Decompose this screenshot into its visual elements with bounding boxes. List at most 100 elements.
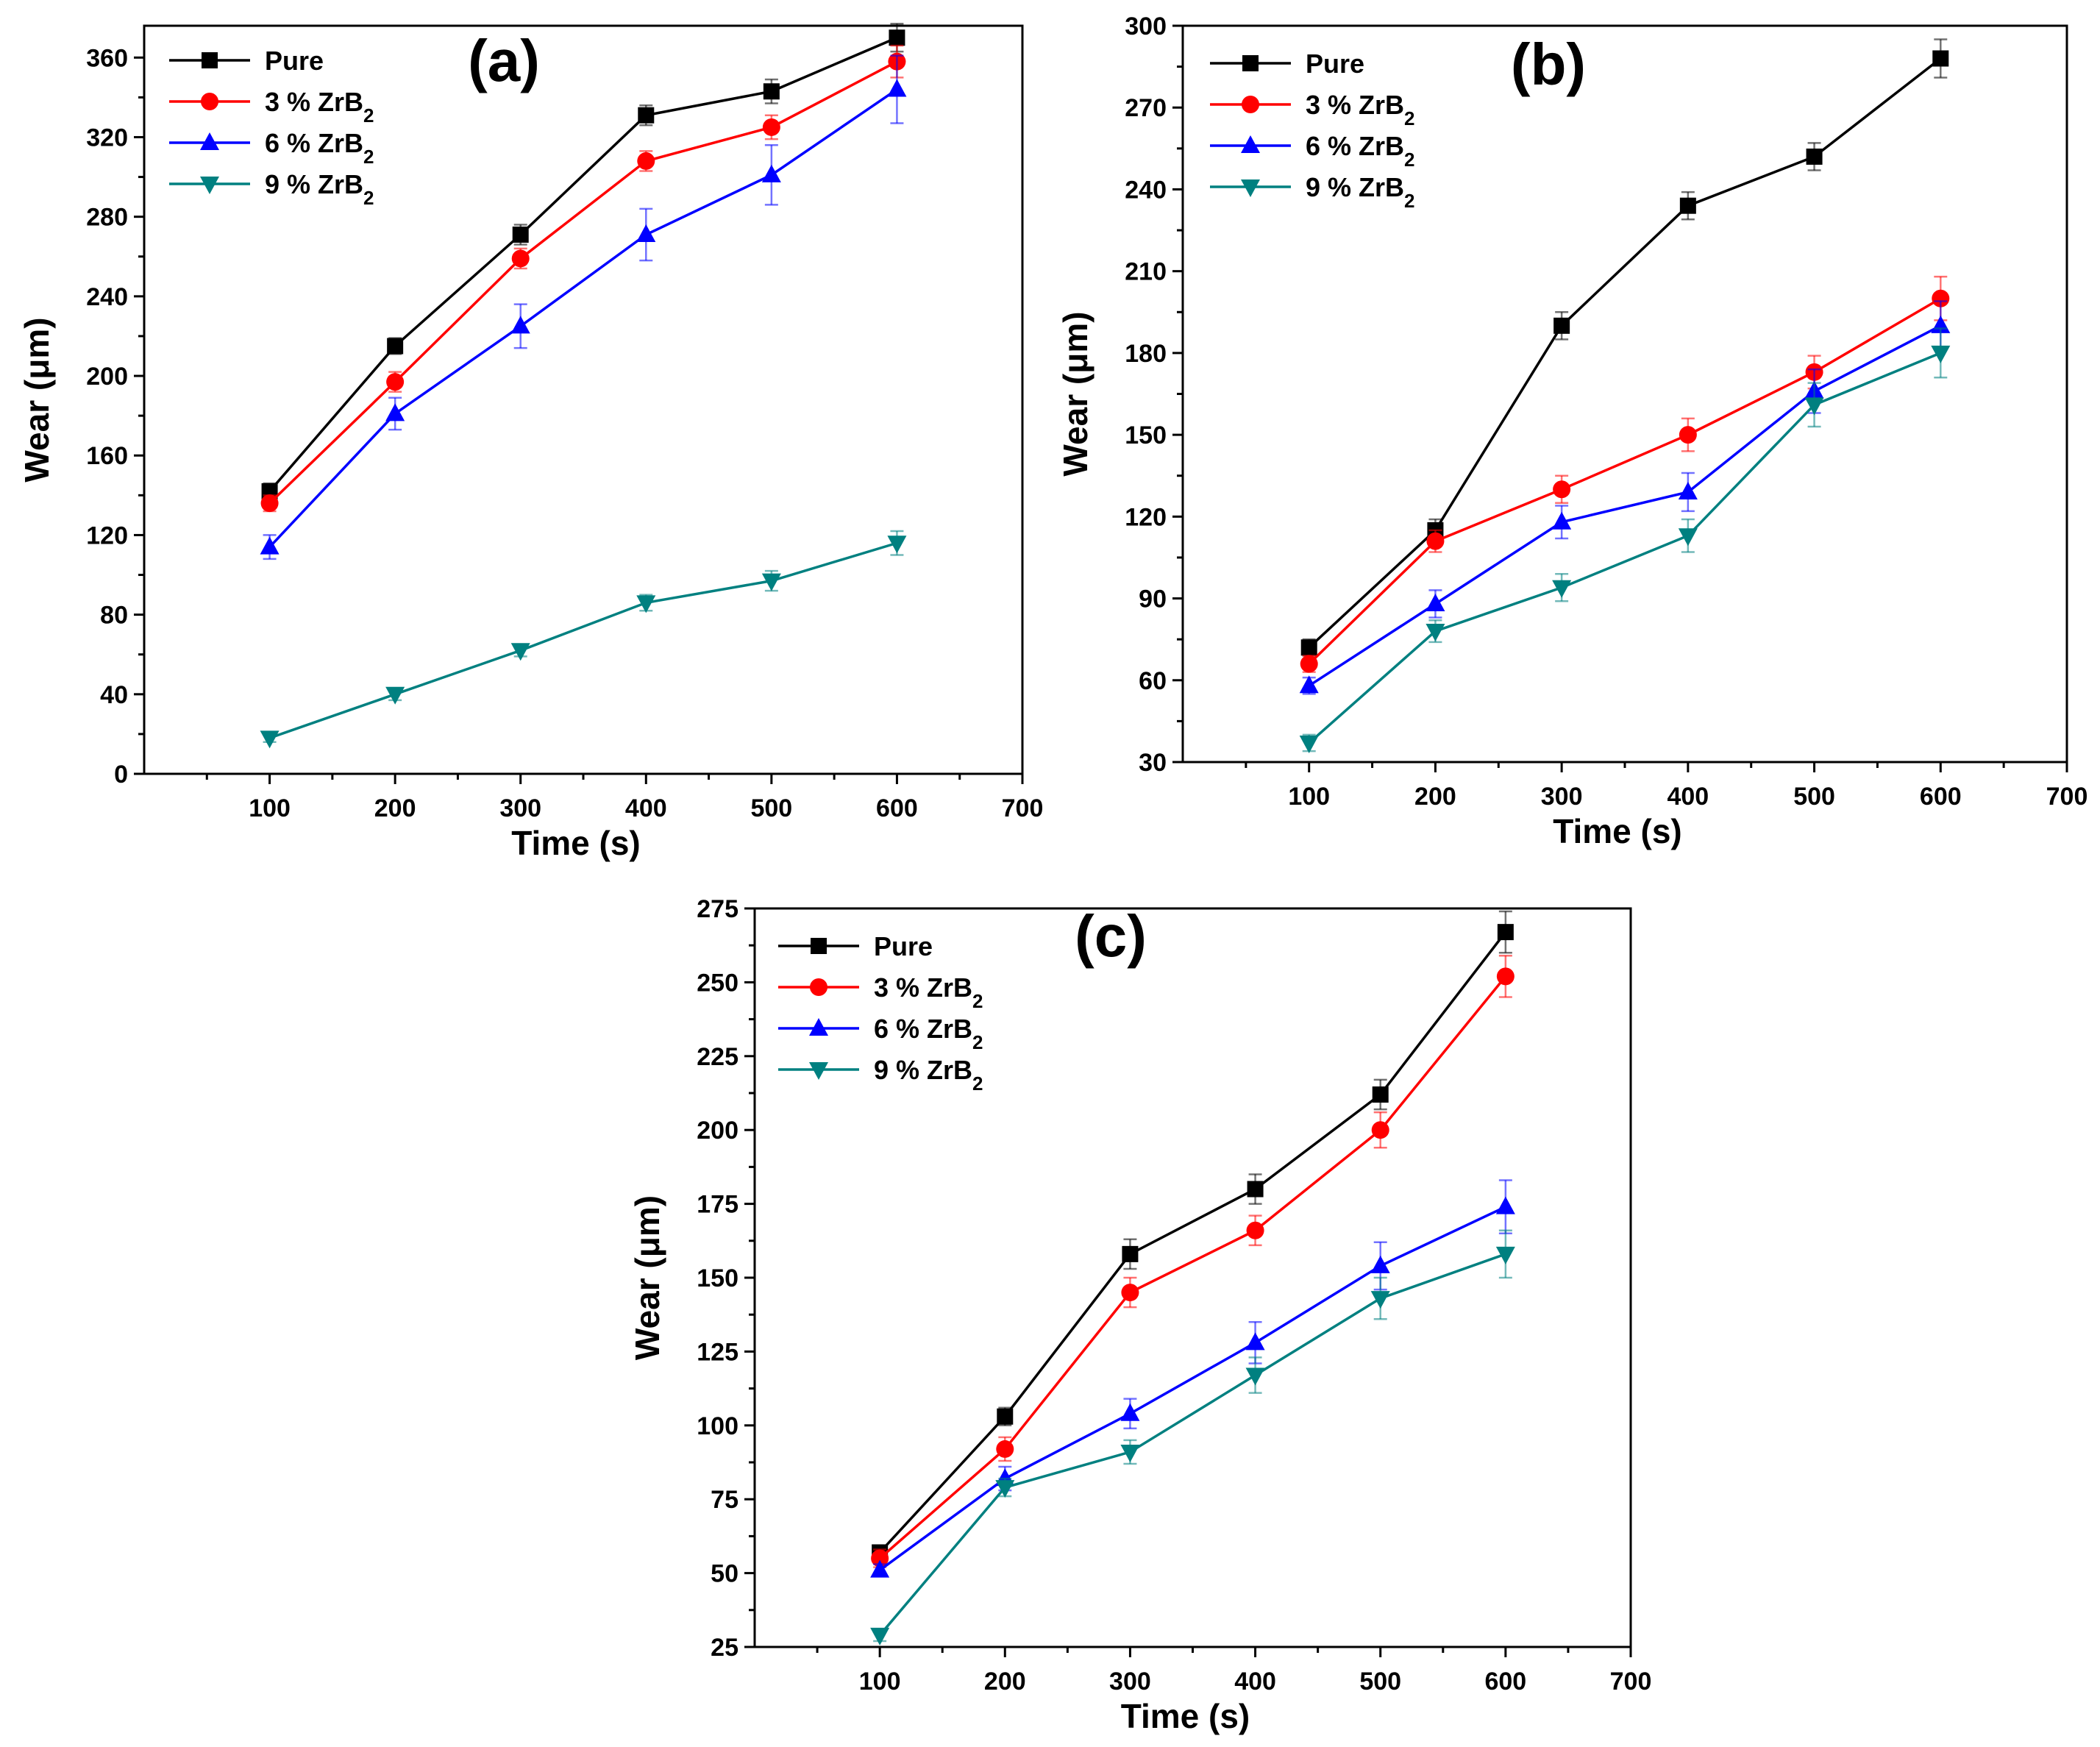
legend-marker [1241,179,1260,197]
x-tick-label: 100 [859,1668,901,1696]
legend-entry: 9 % ZrB2 [778,1055,983,1095]
y-tick-label: 120 [1125,503,1167,531]
data-point [997,1408,1014,1425]
data-point [1247,1181,1264,1198]
chart-panel-c: 100 200 300 400 500 600 700 25 50 75 100 125 150 175 2… [628,895,1651,1735]
y-tick-label: 160 [86,442,128,470]
y-tick-label: 30 [1139,749,1167,777]
panel-label: (a) [468,28,540,93]
data-point [889,29,905,46]
data-point [1552,511,1572,530]
legend-label: Pure [1306,49,1364,79]
series-2 [870,1179,1515,1578]
legend-label: 3 % ZrB2 [874,972,983,1012]
x-axis-title: Time (s) [1121,1697,1250,1735]
data-point [1931,345,1951,363]
x-tick-label: 200 [984,1668,1026,1696]
legend-marker [200,132,219,150]
series-line [878,1253,1506,1637]
series-line [1308,57,1942,649]
data-point [1299,675,1319,694]
data-point [260,730,280,749]
legend-entry: 3 % ZrB2 [169,87,374,127]
y-tick-label: 100 [697,1412,738,1440]
series-line [878,975,1507,1559]
x-tick-label: 300 [499,794,541,822]
y-tick-label: 125 [697,1338,738,1366]
legend-entry: 9 % ZrB2 [169,169,374,209]
y-tick-label: 210 [1125,258,1167,286]
legend-label: 9 % ZrB2 [874,1055,983,1095]
legend-entry: 3 % ZrB2 [1210,90,1415,129]
series-line [1308,352,1941,744]
data-point [1370,1291,1390,1309]
legend-label: 3 % ZrB2 [1306,90,1415,129]
legend-label: 9 % ZrB2 [265,169,374,209]
x-tick-label: 100 [249,794,291,822]
y-tick-label: 60 [1139,667,1167,695]
data-point [1678,481,1698,499]
data-point [386,373,405,391]
x-tick-label: 400 [625,794,667,822]
data-point [1932,50,1949,67]
data-point [1246,1221,1264,1239]
data-point [1678,528,1698,547]
legend-marker [811,938,827,954]
legend-label: Pure [265,46,324,76]
series-line [1308,297,1942,665]
data-point [1804,397,1824,416]
y-tick-label: 90 [1139,586,1167,613]
x-tick-label: 700 [1002,794,1044,822]
legend-marker [809,1062,828,1080]
x-tick-label: 300 [1109,1668,1151,1696]
data-point [1495,1246,1515,1264]
legend-label: Pure [874,931,933,961]
y-tick-label: 320 [86,124,128,152]
data-point [1300,655,1318,673]
data-point [1426,532,1445,550]
legend-entry: Pure [169,46,324,76]
data-point [387,338,404,355]
y-tick-label: 270 [1125,94,1167,122]
legend-marker [1242,96,1259,113]
y-tick-label: 80 [100,602,128,630]
legend-marker [201,93,218,110]
data-point [887,536,907,554]
data-point [1425,624,1445,642]
data-point [510,316,530,334]
data-point [1497,924,1514,941]
x-tick-label: 200 [374,794,416,822]
data-point [1121,1284,1139,1302]
y-tick-label: 360 [86,44,128,72]
series-line [879,1206,1506,1571]
y-tick-label: 240 [1125,176,1167,204]
data-point [1371,1121,1389,1139]
data-point [637,152,655,170]
y-tick-label: 150 [697,1264,738,1292]
series-line [268,541,897,739]
y-tick-label: 175 [697,1191,738,1219]
x-tick-label: 400 [1234,1668,1276,1696]
x-tick-label: 400 [1667,783,1709,811]
x-tick-label: 300 [1541,783,1583,811]
data-point [887,79,907,97]
series-3 [260,530,907,749]
legend-label: 3 % ZrB2 [265,87,374,127]
data-point [1552,580,1572,598]
legend-marker [810,978,827,996]
series-2 [1299,300,1951,695]
series-line [268,88,898,548]
data-point [996,1440,1014,1458]
y-tick-label: 180 [1125,340,1167,368]
legend-marker [200,177,219,194]
x-axis-title: Time (s) [1553,812,1682,850]
data-point [1679,197,1696,214]
series-3 [1299,327,1951,754]
data-point [761,573,781,591]
series-1 [260,44,906,513]
legend-entry: 3 % ZrB2 [778,972,983,1012]
legend-entry: 6 % ZrB2 [1210,131,1415,171]
